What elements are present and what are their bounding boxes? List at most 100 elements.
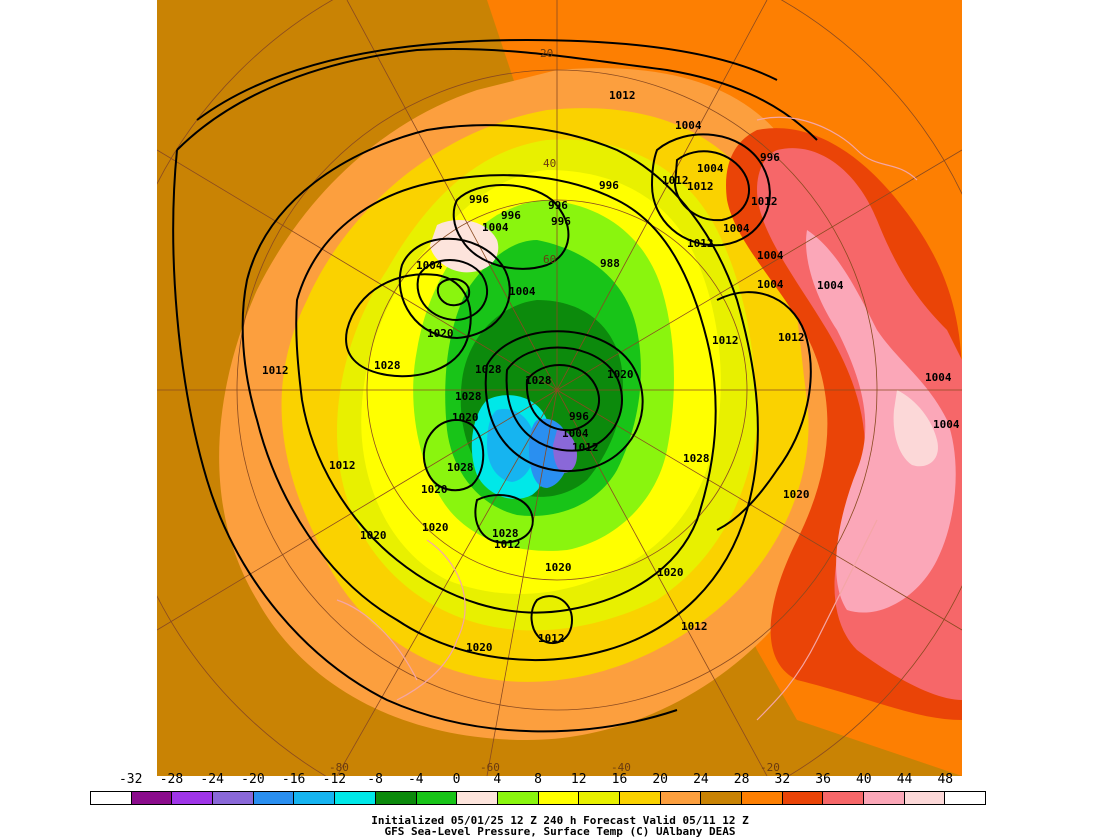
- isobar-label: 1028: [447, 461, 474, 474]
- colorbar-swatch: [538, 792, 580, 804]
- isobar-labels: 1012 1004 996 1004 1012 1012 996 996 996…: [262, 89, 960, 654]
- longitude-label: 20: [540, 47, 553, 60]
- colorbar-swatch: [823, 792, 865, 804]
- isobar-label: 996: [469, 193, 489, 206]
- isobar-label: 1004: [509, 285, 536, 298]
- isobar-1012-outer-b: [196, 38, 778, 121]
- isobar-low-center-b: [505, 346, 623, 452]
- isobar-label: 1028: [455, 390, 482, 403]
- colorbar-label: 0: [452, 772, 461, 787]
- colorbar-label: -8: [367, 772, 383, 787]
- isobar-label: 1012: [329, 459, 356, 472]
- longitude-label: -80: [329, 761, 349, 774]
- isobar-label: 1012: [662, 174, 689, 187]
- isobar-low-center-c: [484, 330, 644, 473]
- colorbar-label: 32: [774, 772, 791, 787]
- isobar-label: 1004: [482, 221, 509, 234]
- isobar-label: 1004: [675, 119, 702, 132]
- colorbar-label: 4: [493, 772, 502, 787]
- colorbar-swatch: [91, 792, 132, 804]
- isobar-low-north: [452, 184, 570, 270]
- colorbar-label: -32: [118, 772, 143, 787]
- isobar-1020-inner: [295, 174, 717, 614]
- isobar-1012-outer: [172, 48, 818, 733]
- colorbar-label: 48: [937, 772, 954, 787]
- isobar-label: 1012: [687, 237, 714, 250]
- colorbar-swatch: [945, 792, 986, 804]
- colorbar-swatch: [131, 792, 173, 804]
- colorbar-label: 12: [570, 772, 587, 787]
- colorbar-swatch: [294, 792, 336, 804]
- isobar-label: 1004: [933, 418, 960, 431]
- meridian-line: [556, 389, 768, 776]
- isobar-label: 1020: [427, 327, 454, 340]
- isobar-label: 1020: [421, 483, 448, 496]
- colorbar-swatch: [416, 792, 458, 804]
- isobar-label: 996: [501, 209, 521, 222]
- meridian-line: [556, 149, 962, 391]
- coastline: [396, 539, 466, 701]
- longitude-labels: 20 -80 -60 -40 -20 40 60: [329, 47, 780, 774]
- colorbar-label: 24: [693, 772, 709, 787]
- colorbar-labels: -32 -28 -24 -20 -16 -12 -8 -4 0 4 8 12 16 20 24 28 32 36 4…: [0, 772, 1120, 788]
- caption-line-1: Initialized 05/01/25 12 Z 240 h Forecast…: [371, 814, 749, 827]
- isobar-low-996-a: [436, 278, 471, 307]
- isobar-label: 996: [548, 199, 568, 212]
- longitude-label: -20: [760, 761, 780, 774]
- coastline: [336, 599, 418, 681]
- colorbar-swatch: [172, 792, 214, 804]
- latlon-grid: [157, 0, 962, 776]
- isobar-1020-east: [716, 291, 812, 531]
- isobar-label: 1004: [416, 259, 443, 272]
- colorbar-label: 16: [611, 772, 628, 787]
- isobar-label: 1004: [697, 162, 724, 175]
- colorbar-label: -24: [200, 772, 224, 787]
- isobar-contours: [172, 38, 818, 733]
- isobar-label: 1028: [374, 359, 401, 372]
- isobar-label: 996: [569, 410, 589, 423]
- coastline: [756, 116, 918, 181]
- isobar-label: 1004: [757, 249, 784, 262]
- isobar-label: 1004: [817, 279, 844, 292]
- colorbar-swatch: [864, 792, 905, 804]
- temperature-colorbar: [90, 791, 986, 805]
- colorbar-swatch: [742, 792, 783, 804]
- isobar-label: 988: [600, 257, 620, 270]
- colorbar-label: 40: [855, 772, 872, 787]
- isobar-label: 996: [760, 151, 780, 164]
- colorbar-swatch: [253, 792, 295, 804]
- isobar-low-ne-a: [673, 150, 751, 222]
- colorbar-label: -4: [407, 772, 424, 787]
- weather-map: 20 -80 -60 -40 -20 40 60 1012 1004 996 1…: [157, 0, 962, 776]
- isobar-low-south-b: [530, 595, 574, 645]
- isobar-label: 1020: [466, 641, 493, 654]
- isobar-label: 1004: [925, 371, 952, 384]
- isobar-label: 996: [599, 179, 619, 192]
- colorbar-label: -20: [241, 772, 265, 787]
- colorbar-swatch: [619, 792, 661, 804]
- isobar-label: 1004: [757, 278, 784, 291]
- longitude-label: -60: [480, 761, 500, 774]
- isobar-label: 1028: [525, 374, 552, 387]
- coastline: [756, 519, 878, 721]
- colorbar-label: 28: [733, 772, 750, 787]
- coastlines: [336, 116, 918, 721]
- colorbar-swatch: [782, 792, 824, 804]
- isobar-low-1012-a: [398, 237, 511, 340]
- isobar-1028-b: [422, 419, 485, 492]
- meridian-line: [346, 0, 558, 391]
- colorbar-swatch: [457, 792, 498, 804]
- isobar-label: 1020: [422, 521, 449, 534]
- isobar-label: 1020: [545, 561, 572, 574]
- colorbar-label: 8: [534, 772, 542, 787]
- caption-line-2: GFS Sea-Level Pressure, Surface Temp (C)…: [384, 825, 736, 838]
- colorbar-swatch: [497, 792, 539, 804]
- isobar-label: 1020: [360, 529, 387, 542]
- isobar-label: 1012: [712, 334, 739, 347]
- pink-region-east: [806, 230, 956, 613]
- light-pink-east: [893, 390, 938, 467]
- isobar-low-1004-a: [416, 259, 488, 322]
- colorbar-swatch: [213, 792, 254, 804]
- colorbar-label: -28: [159, 772, 184, 787]
- isobar-label: 1012: [751, 195, 778, 208]
